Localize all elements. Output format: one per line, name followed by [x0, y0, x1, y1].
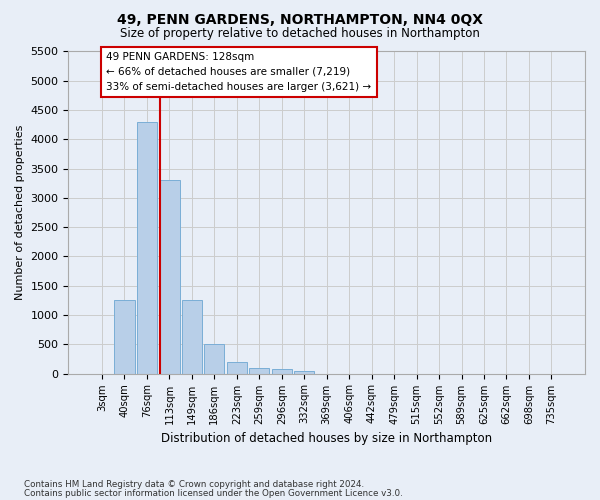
Text: Contains HM Land Registry data © Crown copyright and database right 2024.: Contains HM Land Registry data © Crown c… [24, 480, 364, 489]
Y-axis label: Number of detached properties: Number of detached properties [15, 125, 25, 300]
Bar [159, 180, 179, 374]
Bar [137, 122, 157, 374]
Bar [115, 300, 134, 374]
Text: Size of property relative to detached houses in Northampton: Size of property relative to detached ho… [120, 28, 480, 40]
Bar [227, 362, 247, 374]
Bar [249, 368, 269, 374]
Bar [272, 369, 292, 374]
Bar [182, 300, 202, 374]
Bar [204, 344, 224, 374]
Text: Contains public sector information licensed under the Open Government Licence v3: Contains public sector information licen… [24, 489, 403, 498]
Text: 49 PENN GARDENS: 128sqm
← 66% of detached houses are smaller (7,219)
33% of semi: 49 PENN GARDENS: 128sqm ← 66% of detache… [106, 52, 371, 92]
Bar [294, 370, 314, 374]
X-axis label: Distribution of detached houses by size in Northampton: Distribution of detached houses by size … [161, 432, 492, 445]
Text: 49, PENN GARDENS, NORTHAMPTON, NN4 0QX: 49, PENN GARDENS, NORTHAMPTON, NN4 0QX [117, 12, 483, 26]
